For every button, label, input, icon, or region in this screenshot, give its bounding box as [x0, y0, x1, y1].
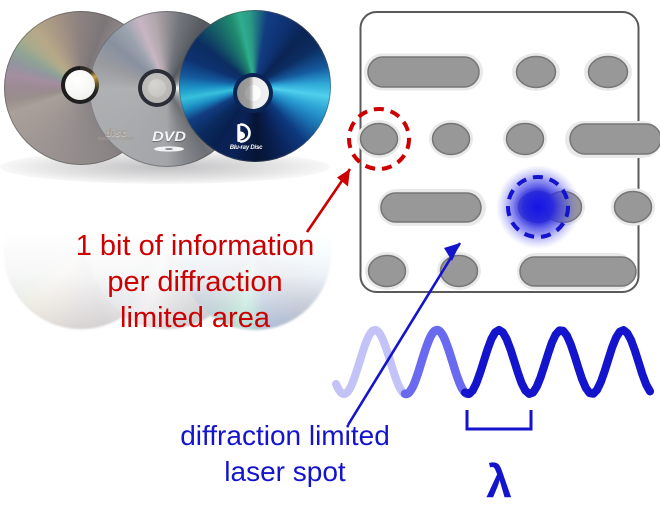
svg-text:λ: λ: [486, 455, 512, 505]
